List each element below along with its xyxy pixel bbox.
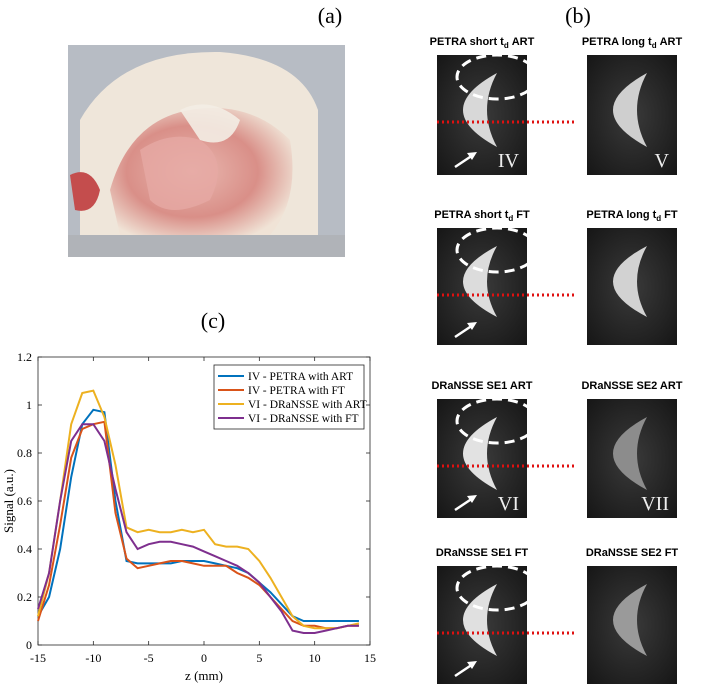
dashed-ellipse [455, 53, 539, 101]
y-tick-label: 1 [26, 398, 32, 412]
y-tick-label: 0.6 [17, 494, 32, 508]
image-title: PETRA long td FT [586, 209, 677, 223]
title-subscript: d [508, 214, 513, 223]
image-title: DRaNSSE SE2 ART [581, 380, 682, 392]
x-tick-label: 5 [256, 651, 262, 665]
series-line [37, 408, 359, 622]
y-tick-label: 0.8 [17, 446, 32, 460]
y-tick-label: 0.4 [17, 542, 32, 556]
panel-label: (b) [565, 3, 591, 28]
arrow-head [467, 322, 477, 330]
tissue [613, 584, 647, 656]
title-tail: ART [512, 36, 535, 48]
arrow-head [467, 152, 477, 160]
title-text: DRaNSSE SE2 ART [581, 380, 682, 392]
tissue [463, 584, 497, 656]
title-text: DRaNSSE SE1 ART [431, 380, 532, 392]
image-title: PETRA long td ART [582, 36, 683, 50]
tissue [463, 73, 497, 147]
series-line [37, 423, 359, 634]
tissue [613, 246, 647, 317]
arrow-head [467, 495, 477, 503]
x-tick-label: 15 [364, 651, 376, 665]
y-tick-label: 0.2 [17, 590, 32, 604]
title-subscript: d [504, 41, 509, 50]
title-subscript: d [656, 214, 661, 223]
y-tick-label: 1.2 [17, 350, 32, 364]
title-text: PETRA long t [586, 209, 656, 221]
title-subscript: d [652, 41, 657, 50]
dashed-ellipse [455, 564, 539, 612]
series-line [37, 389, 360, 630]
panel-label: (c) [201, 308, 225, 333]
tissue [613, 417, 647, 490]
tissue [613, 73, 647, 147]
legend-label: IV - PETRA with ART [248, 371, 353, 383]
image-title: DRaNSSE SE2 FT [586, 547, 679, 559]
title-tail: FT [516, 209, 530, 221]
title-text: PETRA short t [430, 36, 504, 48]
image-label: V [655, 150, 670, 172]
tissue [463, 246, 497, 317]
title-tail: FT [664, 209, 678, 221]
image-title: PETRA short td FT [434, 209, 530, 223]
legend-label: VI - DRaNSSE with FT [248, 413, 359, 425]
dashed-ellipse [455, 226, 539, 274]
photo [68, 45, 345, 257]
x-tick-label: -10 [85, 651, 101, 665]
x-axis-label: z (mm) [185, 668, 223, 683]
image-label: IV [498, 150, 520, 172]
image-title: DRaNSSE SE1 ART [431, 380, 532, 392]
x-tick-label: -15 [30, 651, 46, 665]
x-tick-label: -5 [144, 651, 154, 665]
tissue [463, 417, 497, 490]
image-label: VI [498, 493, 519, 515]
panel-label: (a) [318, 3, 342, 28]
x-tick-label: 10 [309, 651, 321, 665]
y-axis-label: Signal (a.u.) [1, 469, 16, 533]
image-label: VII [641, 493, 669, 515]
dashed-ellipse [455, 397, 539, 445]
title-text: DRaNSSE SE2 FT [586, 547, 679, 559]
x-tick-label: 0 [201, 651, 207, 665]
legend-label: IV - PETRA with FT [248, 385, 345, 397]
title-text: DRaNSSE SE1 FT [436, 547, 529, 559]
title-text: PETRA long t [582, 36, 652, 48]
arrow-head [467, 661, 477, 669]
y-tick-label: 0 [26, 638, 32, 652]
image-title: PETRA short td ART [430, 36, 535, 50]
legend-label: VI - DRaNSSE with ART [248, 399, 367, 411]
title-tail: ART [660, 36, 683, 48]
title-text: PETRA short t [434, 209, 508, 221]
image-title: DRaNSSE SE1 FT [436, 547, 529, 559]
line-chart: 0 0.2 0.4 0.6 0.8 1 1.2 -15 -10 -5 0 5 10 15 z (mm) Sig… [1, 350, 376, 683]
